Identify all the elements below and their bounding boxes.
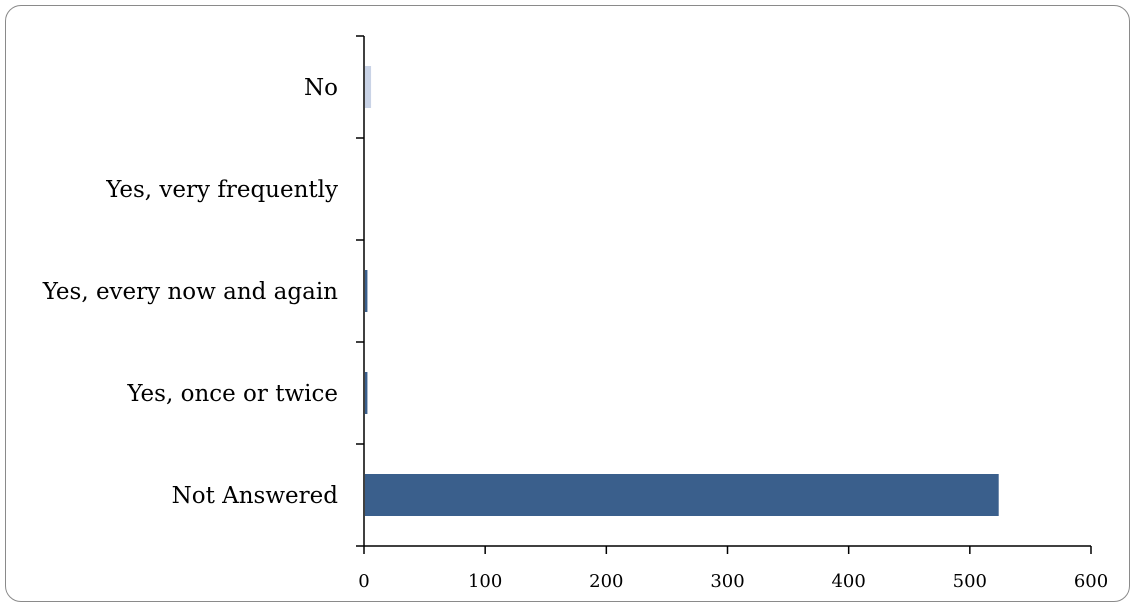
category-label-3: Yes, once or twice	[126, 381, 338, 407]
bar-3	[365, 372, 368, 414]
x-tick-label-6: 600	[1074, 571, 1108, 592]
category-label-2: Yes, every now and again	[42, 279, 338, 305]
bar-0	[365, 66, 372, 108]
category-label-0: No	[304, 75, 338, 101]
bar-2	[365, 270, 368, 312]
category-label-1: Yes, very frequently	[105, 177, 338, 203]
x-tick-label-3: 300	[710, 571, 744, 592]
bar-4	[365, 474, 999, 516]
x-tick-label-2: 200	[589, 571, 623, 592]
x-tick-label-5: 500	[953, 571, 987, 592]
category-label-4: Not Answered	[172, 483, 339, 509]
x-tick-label-1: 100	[468, 571, 502, 592]
x-tick-label-0: 0	[358, 571, 369, 592]
x-tick-label-4: 400	[831, 571, 865, 592]
